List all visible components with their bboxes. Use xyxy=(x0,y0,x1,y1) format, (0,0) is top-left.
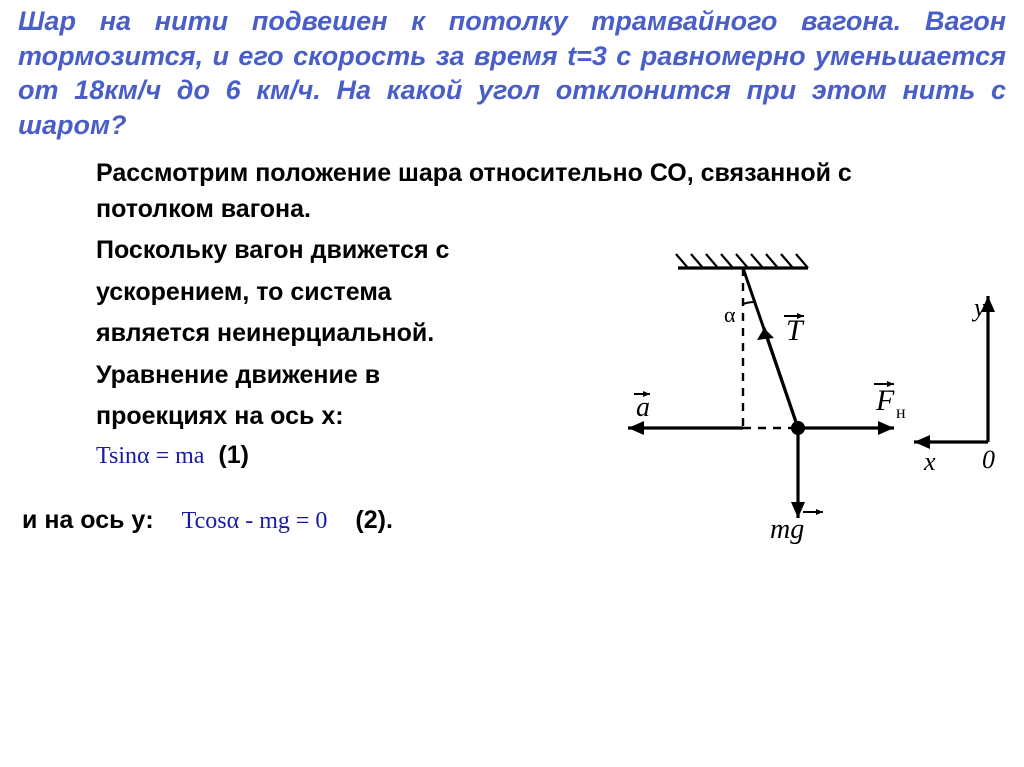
problem-statement: Шар на нити подвешен к потолку трамвайно… xyxy=(18,4,1006,142)
equation-1-number: (1) xyxy=(218,441,249,470)
diagram-svg: a α T F н mg y x 0 xyxy=(618,246,1004,546)
label-T: T xyxy=(786,314,805,347)
label-alpha: α xyxy=(724,302,736,327)
equation-2-number: (2). xyxy=(355,506,393,535)
label-O: 0 xyxy=(982,445,995,474)
equation-2: Tcosα - mg = 0 xyxy=(182,508,328,535)
label-mg: mg xyxy=(770,514,804,545)
equation-1: Tsinα = ma xyxy=(96,443,204,470)
label-y: y xyxy=(971,293,986,322)
pendulum-diagram: a α T F н mg y x 0 xyxy=(618,246,1004,546)
y-axis-prefix: и на ось y: xyxy=(22,506,154,535)
label-x: x xyxy=(923,447,936,476)
label-Fn: F xyxy=(875,384,895,417)
solution-line-1: Рассмотрим положение шара относительно С… xyxy=(96,156,938,227)
label-Fn-sub: н xyxy=(896,402,906,422)
physics-slide: Шар на нити подвешен к потолку трамвайно… xyxy=(0,0,1024,767)
